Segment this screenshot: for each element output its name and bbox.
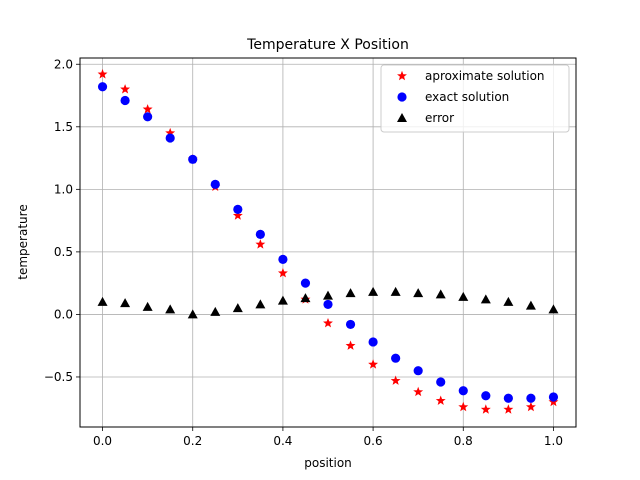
star-marker <box>97 69 108 79</box>
triangle-marker <box>187 309 198 319</box>
series-triangle <box>97 286 559 319</box>
triangle-marker <box>210 306 221 316</box>
triangle-marker <box>413 288 424 298</box>
star-marker <box>165 127 176 138</box>
data-markers <box>97 69 559 414</box>
circle-marker <box>323 299 333 310</box>
triangle-marker <box>142 301 153 311</box>
circle-marker <box>413 366 423 376</box>
y-tick-label: 0.0 <box>54 307 73 321</box>
axis-ticks: 0.0 0.2 0.4 0.6 0.8 1.0 −0.5 0.0 0.5 1.0 1.5 2.0 <box>44 57 563 448</box>
circle-marker <box>436 377 446 387</box>
star-marker <box>120 84 131 94</box>
circle-marker <box>391 353 401 363</box>
triangle-marker <box>345 288 356 298</box>
plot-area-frame <box>79 57 577 428</box>
triangle-marker <box>300 293 311 303</box>
x-tick-label: 0.2 <box>183 434 202 448</box>
circle-marker <box>548 392 559 402</box>
star-marker <box>435 395 446 405</box>
circle-marker <box>210 179 220 189</box>
triangle-marker <box>255 299 266 309</box>
legend-box <box>380 64 570 133</box>
circle-marker <box>345 319 356 330</box>
triangle-marker <box>480 294 491 304</box>
circle-marker <box>503 393 513 403</box>
y-tick-label: 0.5 <box>54 245 73 259</box>
x-tick-label: 0.6 <box>364 434 383 448</box>
star-marker <box>390 375 401 385</box>
triangle-marker <box>503 296 514 306</box>
circle-marker <box>120 95 130 106</box>
triangle-marker <box>165 304 176 314</box>
circle-marker <box>300 278 311 288</box>
circle-marker <box>526 393 536 403</box>
series-circle <box>97 82 559 403</box>
x-tick-label: 0.8 <box>454 434 473 448</box>
star-marker <box>345 340 356 350</box>
triangle-marker <box>277 295 288 305</box>
triangle-marker <box>232 303 243 313</box>
circle-marker <box>97 82 108 92</box>
circle-marker <box>368 337 378 347</box>
triangle-marker <box>458 291 469 301</box>
star-marker <box>323 317 333 328</box>
star-marker <box>232 210 243 220</box>
star-marker <box>142 104 153 114</box>
y-tick-label: −0.5 <box>44 370 73 384</box>
star-marker <box>480 404 491 414</box>
legend-star-marker <box>397 70 407 81</box>
x-tick-label: 1.0 <box>544 434 563 448</box>
circle-marker <box>233 204 243 214</box>
star-marker <box>458 401 469 412</box>
x-tick-label: 0.0 <box>93 434 112 448</box>
chart-title: Temperature X Position <box>246 37 409 53</box>
circle-marker <box>165 133 175 143</box>
star-marker <box>255 239 266 249</box>
legend-label: aproximate solution <box>425 69 545 83</box>
circle-marker <box>255 229 265 239</box>
star-marker <box>525 401 536 412</box>
circle-marker <box>458 386 468 396</box>
star-marker <box>277 267 288 278</box>
y-tick-label: 1.5 <box>54 120 73 134</box>
triangle-marker <box>525 300 536 310</box>
triangle-marker <box>368 286 379 296</box>
circle-marker <box>188 154 198 164</box>
series-star <box>97 69 559 414</box>
y-axis-label: temperature <box>16 204 30 279</box>
triangle-marker <box>120 298 131 308</box>
triangle-marker <box>97 296 108 306</box>
circle-marker <box>481 391 491 401</box>
triangle-marker <box>323 290 333 300</box>
triangle-marker <box>548 304 559 314</box>
star-marker <box>503 404 514 414</box>
legend: aproximate solution exact solution error <box>380 64 570 133</box>
legend-triangle-marker <box>397 113 407 122</box>
triangle-marker <box>435 289 446 299</box>
x-tick-label: 0.4 <box>273 434 292 448</box>
y-tick-label: 2.0 <box>54 57 73 71</box>
y-tick-label: 1.0 <box>54 182 73 196</box>
legend-circle-marker <box>397 92 407 102</box>
circle-marker <box>278 254 288 264</box>
legend-label: exact solution <box>425 90 509 104</box>
star-marker <box>413 386 424 397</box>
x-axis-label: position <box>304 456 352 470</box>
legend-label: error <box>425 111 454 125</box>
star-marker <box>368 359 379 369</box>
triangle-marker <box>390 286 401 296</box>
circle-marker <box>143 112 153 122</box>
